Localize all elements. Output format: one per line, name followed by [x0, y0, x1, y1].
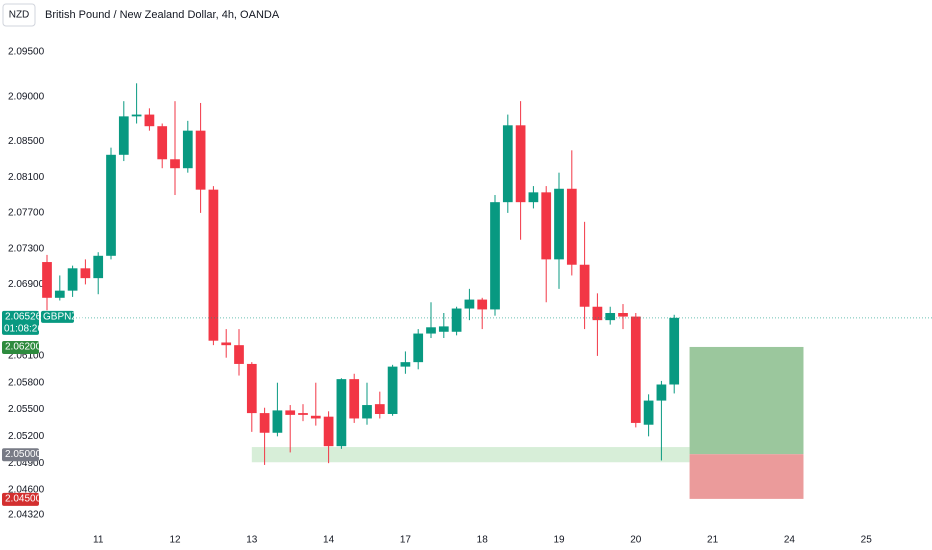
candle-body	[285, 410, 296, 415]
y-tick-label: 2.04320	[8, 510, 45, 521]
candle-body	[656, 384, 667, 401]
candle-body	[362, 405, 372, 419]
x-tick-label: 19	[553, 535, 565, 546]
candle-body	[592, 306, 603, 321]
candle-body	[42, 262, 52, 298]
symbol-tag	[41, 310, 74, 323]
x-tick-label: 18	[477, 535, 489, 546]
candle-body	[144, 114, 155, 127]
price-tag-label: 2.04500	[5, 494, 42, 505]
candle-body	[605, 312, 616, 321]
candle-body	[490, 202, 500, 310]
y-tick-label: 2.05200	[8, 431, 45, 442]
candle-body	[438, 326, 449, 332]
candle-body	[630, 316, 641, 423]
candle-body	[157, 126, 168, 160]
candle-body	[298, 413, 308, 415]
x-tick-label: 25	[861, 535, 873, 546]
y-tick-label: 2.08500	[8, 136, 45, 147]
candle-body	[118, 116, 129, 155]
price-tag	[2, 448, 39, 462]
candle-body	[669, 317, 680, 385]
x-tick-label: 11	[93, 535, 104, 546]
candle-body	[106, 154, 116, 256]
y-tick-label: 2.08100	[8, 172, 45, 183]
x-tick-label: 24	[784, 535, 796, 546]
x-tick-label: 13	[246, 535, 258, 546]
y-tick-label: 2.04600	[8, 485, 45, 496]
price-tag	[2, 492, 39, 506]
candle-body	[323, 416, 334, 447]
candle-body	[566, 188, 577, 265]
candle-body	[387, 366, 398, 414]
candle-body	[579, 264, 590, 307]
candle-body	[515, 125, 526, 203]
candle-body	[618, 312, 628, 317]
x-tick-label: 14	[323, 535, 335, 546]
countdown: 01:08:26	[4, 323, 43, 334]
zone	[689, 454, 804, 499]
candle-body	[502, 125, 513, 203]
y-tick-label: 2.04900	[8, 458, 45, 469]
y-tick-label: 2.06900	[8, 279, 45, 290]
candle-body	[170, 159, 180, 169]
candle-body	[182, 130, 193, 169]
y-tick-label: 2.05800	[8, 377, 45, 388]
candle-body	[643, 400, 654, 425]
x-tick-label: 21	[707, 535, 719, 546]
price-tag-label: 2.05000	[5, 449, 42, 460]
y-tick-label: 2.05500	[8, 404, 45, 415]
candle-body	[221, 342, 232, 346]
candle-body	[54, 290, 65, 298]
symbol-box[interactable]	[2, 3, 36, 27]
y-tick-label: 2.07300	[8, 243, 45, 254]
candle-body	[195, 130, 206, 190]
candle-body	[374, 404, 385, 414]
x-tick-label: 12	[169, 535, 181, 546]
symbol-tag-label: GBPNZD	[43, 311, 85, 322]
y-tick-label: 2.09000	[8, 91, 45, 102]
zone	[689, 346, 804, 455]
candle-body	[336, 379, 347, 447]
candle-body	[400, 362, 411, 367]
candle-body	[131, 114, 142, 117]
symbol[interactable]: NZD	[9, 10, 30, 21]
candle-body	[259, 413, 270, 433]
x-tick-label: 20	[630, 535, 642, 546]
price-tag-label: 2.06526	[5, 311, 42, 322]
candle-body	[310, 415, 321, 419]
candle-body	[208, 189, 219, 341]
candle-body	[67, 268, 78, 291]
candle-body	[234, 345, 244, 364]
candle-body	[93, 255, 104, 279]
y-tick-label: 2.09500	[8, 47, 45, 58]
candle-body	[554, 188, 564, 260]
price-tag	[2, 340, 39, 354]
zone	[251, 447, 690, 463]
candle-body	[426, 327, 436, 334]
y-tick-label: 2.07700	[8, 208, 45, 219]
candle-body	[541, 192, 552, 260]
candle-body	[477, 299, 488, 310]
chart-title: British Pound / New Zealand Dollar, 4h, …	[45, 9, 280, 21]
x-tick-label: 17	[400, 535, 412, 546]
candle-body	[451, 308, 462, 332]
candle-body	[272, 410, 283, 433]
candle-body	[528, 192, 539, 203]
candle-body	[349, 379, 360, 419]
candle-body	[246, 363, 257, 414]
candle-body	[80, 268, 91, 279]
price-tag	[2, 310, 39, 335]
price-tag-label: 2.06200	[5, 342, 42, 353]
candle-body	[413, 333, 424, 363]
candle-body	[464, 299, 475, 309]
y-tick-label: 2.06100	[8, 351, 45, 362]
